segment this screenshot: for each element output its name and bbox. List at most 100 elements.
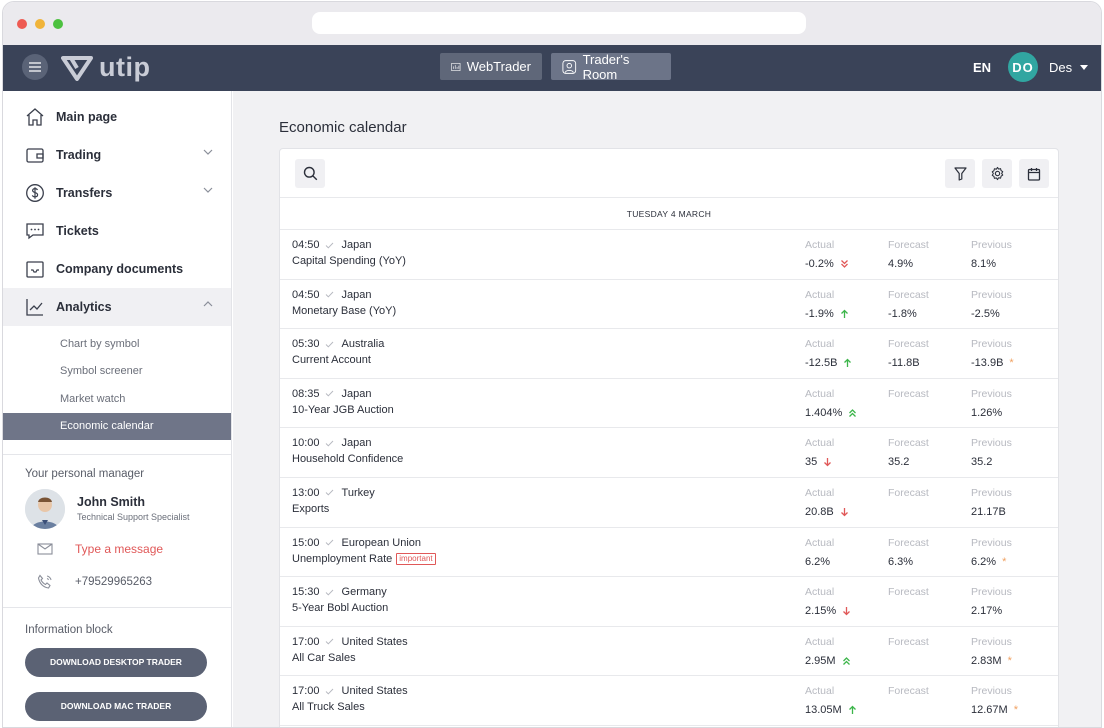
- actual-label: Actual: [805, 586, 835, 599]
- previous-label: Previous: [971, 586, 1012, 599]
- previous-value: 8.1%: [971, 258, 997, 270]
- hamburger-icon: [29, 62, 41, 72]
- logo[interactable]: utip: [61, 52, 150, 83]
- sidebar-item-main-page[interactable]: Main page: [3, 98, 231, 136]
- sidebar-item-company-documents[interactable]: Company documents: [3, 250, 231, 288]
- event-row[interactable]: 15:00 European Union Unemployment Rate impo…: [280, 528, 1058, 578]
- actual-label: Actual: [805, 536, 835, 549]
- webtrader-label: WebTrader: [466, 59, 531, 74]
- previous-column: Previous 35.2: [971, 437, 1012, 468]
- actual-value: 1.404%: [805, 406, 843, 419]
- previous-label: Previous: [971, 239, 1012, 251]
- event-time-country: 15:30 Germany: [292, 586, 387, 598]
- event-time: 08:35: [292, 387, 320, 400]
- event-time-country: 17:00 United States: [292, 636, 408, 648]
- event-time: 04:50: [292, 239, 320, 251]
- forecast-label: Forecast: [888, 387, 929, 400]
- previous-column: Previous 6.2% *: [971, 537, 1012, 568]
- wallet-icon: [24, 144, 46, 166]
- filter-button[interactable]: [945, 159, 975, 188]
- forecast-column: Forecast: [888, 487, 929, 506]
- event-row[interactable]: 08:35 Japan 10-Year JGB Auction Actual 1.404…: [280, 379, 1058, 429]
- event-name-wrap: All Truck Sales: [292, 701, 365, 713]
- event-country: Japan: [341, 387, 372, 400]
- dollar-icon: [24, 182, 46, 204]
- previous-column: Previous 2.83M *: [971, 636, 1012, 667]
- event-row[interactable]: 04:50 Japan Capital Spending (YoY) Actual -0…: [280, 230, 1058, 280]
- user-avatar[interactable]: DO: [1008, 52, 1038, 82]
- calendar-button[interactable]: [1019, 159, 1049, 188]
- actual-column: Actual 20.8B: [805, 487, 849, 518]
- manager-avatar: [25, 488, 65, 529]
- event-row[interactable]: 17:00 United States All Car Sales Actual 2.9…: [280, 627, 1058, 677]
- sidebar-item-transfers[interactable]: Transfers: [3, 174, 231, 212]
- hamburger-menu-button[interactable]: [22, 54, 48, 80]
- event-time: 10:00: [292, 437, 320, 450]
- event-row[interactable]: 05:30 Australia Current Account Actual -12.5…: [280, 329, 1058, 379]
- webtrader-button[interactable]: WebTrader: [440, 53, 542, 80]
- event-name-wrap: Exports: [292, 503, 329, 515]
- sidebar-subitem-market-watch[interactable]: Market watch: [60, 392, 126, 405]
- forecast-label: Forecast: [888, 239, 929, 251]
- event-row[interactable]: 13:00 Turkey Exports Actual 20.8B Forecast Pre…: [280, 478, 1058, 528]
- forecast-value: -11.8B: [888, 357, 920, 370]
- economic-calendar-card: TUESDAY 4 MARCH 04:50 Japan Capital Spendi…: [279, 148, 1059, 727]
- forecast-value: 35.2: [888, 456, 910, 469]
- event-row[interactable]: 10:00 Japan Household Confidence Actual 35 Fo…: [280, 428, 1058, 478]
- event-name-wrap: Household Confidence: [292, 453, 403, 465]
- forecast-label: Forecast: [888, 536, 929, 549]
- personal-manager-card: John Smith Technical Support Specialist: [3, 487, 231, 531]
- sidebar-item-analytics[interactable]: Analytics: [3, 288, 231, 326]
- close-window-button[interactable]: [17, 19, 27, 29]
- event-row[interactable]: 04:50 Japan Monetary Base (YoY) Actual -1.9%…: [280, 280, 1058, 330]
- address-bar[interactable]: [312, 12, 806, 34]
- revised-asterisk-icon: *: [1013, 704, 1018, 717]
- double-chevron-up-icon: [849, 408, 857, 417]
- check-icon: [325, 390, 333, 397]
- search-button[interactable]: [295, 159, 325, 188]
- event-time: 17:00: [292, 685, 320, 698]
- event-time: 04:50: [292, 288, 320, 301]
- minimize-window-button[interactable]: [35, 19, 45, 29]
- previous-column: Previous 12.67M *: [971, 685, 1018, 716]
- previous-value: 1.26%: [971, 406, 1003, 419]
- manager-phone[interactable]: +79529965263: [3, 566, 231, 599]
- actual-column: Actual 2.15%: [805, 586, 851, 617]
- actual-label: Actual: [805, 288, 835, 301]
- download-desktop-trader-button[interactable]: DOWNLOAD DESKTOP TRADER: [25, 647, 207, 677]
- sidebar-subitem-chart-by-symbol[interactable]: Chart by symbol: [60, 337, 140, 350]
- event-name: Capital Spending (YoY): [292, 255, 406, 267]
- previous-label: Previous: [971, 288, 1012, 301]
- language-selector[interactable]: EN: [973, 60, 992, 75]
- download-mac-trader-button[interactable]: DOWNLOAD MAC TRADER: [25, 691, 207, 721]
- sidebar-subitem-economic-calendar[interactable]: Economic calendar: [3, 412, 231, 440]
- event-time-country: 15:00 European Union: [292, 537, 421, 549]
- arrow-down-icon: [843, 607, 851, 616]
- previous-column: Previous 8.1%: [971, 239, 1012, 270]
- arrow-down-icon: [824, 458, 832, 467]
- settings-button[interactable]: [982, 159, 1012, 188]
- actual-label: Actual: [805, 338, 835, 351]
- actual-value: -1.9%: [805, 307, 834, 320]
- event-name: 5-Year Bobl Auction: [292, 602, 389, 615]
- forecast-column: Forecast -11.8B: [888, 338, 929, 369]
- actual-label: Actual: [805, 635, 835, 648]
- sidebar-item-tickets[interactable]: Tickets: [3, 212, 231, 250]
- forecast-value: -1.8%: [888, 307, 917, 320]
- user-menu[interactable]: Des: [1049, 60, 1089, 75]
- forecast-column: Forecast 4.9%: [888, 239, 929, 270]
- forecast-column: Forecast: [888, 388, 929, 407]
- event-row[interactable]: 17:00 United States All Truck Sales Actual 1…: [280, 676, 1058, 726]
- previous-label: Previous: [971, 437, 1012, 450]
- actual-value: 2.15%: [805, 605, 837, 618]
- type-message-link[interactable]: Type a message: [3, 533, 231, 566]
- forecast-label: Forecast: [888, 437, 929, 450]
- sidebar-item-trading[interactable]: Trading: [3, 136, 231, 174]
- sidebar-subitem-symbol-screener[interactable]: Symbol screener: [60, 365, 143, 378]
- event-row[interactable]: 15:30 Germany 5-Year Bobl Auction Actual 2.1…: [280, 577, 1058, 627]
- event-name-wrap: Unemployment Rate important: [292, 552, 436, 565]
- event-country: Japan: [341, 437, 372, 450]
- previous-value: 21.17B: [971, 505, 1006, 518]
- maximize-window-button[interactable]: [53, 19, 63, 29]
- traders-room-button[interactable]: Trader's Room: [551, 52, 671, 82]
